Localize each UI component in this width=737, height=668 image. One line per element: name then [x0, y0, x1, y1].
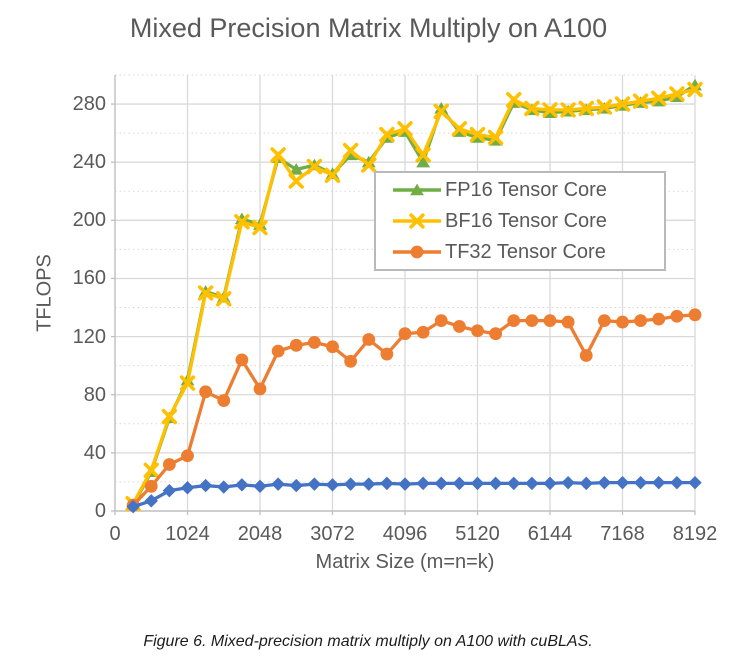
- bf16-line-x-marker-icon: [393, 213, 441, 229]
- x-tick-label: 6144: [527, 523, 573, 545]
- x-tick-label: 5120: [455, 523, 500, 545]
- tf32-line-circle-marker-icon: [393, 245, 441, 259]
- y-tick-label: 200: [72, 209, 106, 232]
- y-tick-label: 280: [72, 93, 106, 116]
- plot-area: [111, 74, 703, 515]
- series-blue-diamond-line: [132, 481, 695, 509]
- y-tick-label: 0: [94, 500, 106, 522]
- y-tick-label: 40: [83, 441, 106, 464]
- series-tf32: [126, 308, 702, 512]
- x-tick-label: 7168: [600, 523, 645, 545]
- x-tick-label: 1024: [165, 523, 210, 545]
- fp16-line-triangle-marker-icon: [393, 183, 441, 196]
- legend-label-tf32: TF32 Tensor Core: [445, 240, 606, 263]
- series-bf16-line: [131, 87, 696, 505]
- y-tick-label: 240: [72, 151, 106, 174]
- series-tf32-line: [131, 313, 696, 507]
- series-blue-diamond: [126, 475, 702, 514]
- x-tick-label: 3072: [310, 523, 355, 545]
- x-axis-title: Matrix Size (m=n=k): [315, 551, 495, 573]
- series-bf16: [125, 81, 703, 512]
- chart-title: Mixed Precision Matrix Multiply on A100: [129, 13, 608, 43]
- x-tick-label: 8192: [672, 523, 718, 545]
- y-tick-label: 160: [72, 267, 106, 290]
- y-tick-label: 80: [83, 383, 106, 406]
- x-tick-label: 2048: [237, 523, 283, 545]
- legend-item-tf32: TF32 Tensor Core: [390, 237, 664, 268]
- legend-label-bf16: BF16 Tensor Core: [445, 209, 607, 232]
- y-tick-label: 120: [72, 325, 106, 348]
- legend-item-fp16: FP16 Tensor Core: [390, 175, 664, 206]
- legend-label-fp16: FP16 Tensor Core: [445, 178, 607, 201]
- figure-caption: Figure 6. Mixed-precision matrix multipl…: [143, 633, 593, 650]
- x-tick-label: 4096: [382, 523, 428, 545]
- legend-item-bf16: BF16 Tensor Core: [390, 206, 664, 237]
- x-tick-label: 0: [109, 523, 121, 545]
- legend: FP16 Tensor Core BF16 Tensor Core TF32 T…: [374, 171, 666, 271]
